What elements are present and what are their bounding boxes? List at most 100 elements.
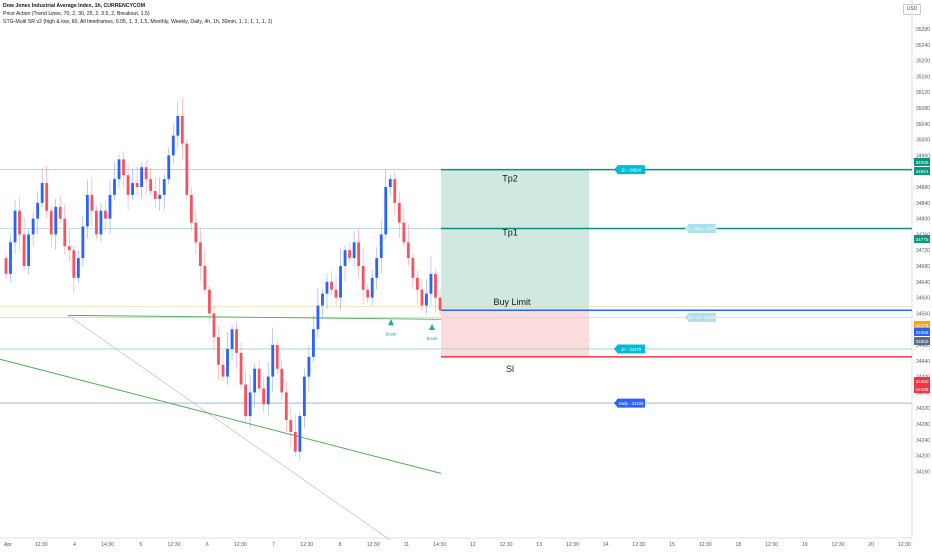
sr-tag-label: Daily - 34333 xyxy=(619,401,644,406)
x-tick-label: 20 xyxy=(868,542,874,548)
y-tick-label: 34200 xyxy=(916,454,930,460)
sr-tag-label: 1h - 34470 xyxy=(621,347,642,352)
y-tick-label: 35240 xyxy=(916,43,930,49)
candle-body xyxy=(176,115,180,136)
sr-tag: 1h - 1h - 34550 xyxy=(685,312,717,322)
take-profit-zone xyxy=(441,169,589,311)
candle-body xyxy=(425,293,428,306)
candle-body xyxy=(27,234,31,266)
candle-body xyxy=(217,337,220,365)
candle-body xyxy=(13,210,17,243)
y-tick-label: 34480 xyxy=(916,343,930,349)
x-tick-label: 18 xyxy=(736,542,742,548)
candle-body xyxy=(406,242,410,259)
candle-body xyxy=(4,258,8,274)
sr-tag-label: 1h - 34924 xyxy=(621,167,642,172)
sl-label: Sl xyxy=(506,364,514,374)
candle-body xyxy=(212,313,216,338)
candle-body xyxy=(388,179,392,187)
y-tick-label: 34960 xyxy=(916,153,930,159)
currency-button[interactable]: USD xyxy=(903,4,921,15)
candle-body xyxy=(31,218,35,235)
x-tick-label: 5 xyxy=(139,542,142,548)
x-tick-label: 12:30 xyxy=(500,542,513,548)
candle-body xyxy=(239,352,243,385)
price-label-text: 34450 xyxy=(916,379,929,384)
candle-body xyxy=(99,210,103,235)
candle-body xyxy=(117,159,121,180)
x-tick-label: 12:30 xyxy=(765,542,778,548)
y-tick-label: 34280 xyxy=(916,422,930,428)
y-tick-label: 34720 xyxy=(916,248,930,254)
candle-body xyxy=(180,115,184,144)
candle-body xyxy=(81,226,85,259)
x-tick-label: 12:30 xyxy=(300,542,313,548)
y-tick-label: 34680 xyxy=(916,264,930,270)
break-signal-arrow xyxy=(388,319,394,326)
candle-body xyxy=(361,266,365,290)
candle-body xyxy=(45,183,49,211)
sr-tag-label: 1h - 30m - 34775 xyxy=(686,226,719,231)
price-label-text: 34438 xyxy=(916,387,929,392)
x-tick-label: 12:30 xyxy=(566,542,579,548)
candle-body xyxy=(158,194,162,199)
candle-body xyxy=(189,194,193,223)
candle-body xyxy=(266,376,270,405)
price-label-box xyxy=(914,167,930,175)
candle-body xyxy=(104,210,107,219)
candle-body xyxy=(194,222,198,243)
x-tick-label: 12:30 xyxy=(168,542,181,548)
price-label-text: 34924 xyxy=(916,169,929,174)
price-label-box xyxy=(914,377,930,385)
x-tick-label: 7 xyxy=(272,542,275,548)
candle-body xyxy=(289,420,293,432)
sr-tag: 1h - 30m - 34775 xyxy=(685,223,719,233)
y-tick-label: 34840 xyxy=(916,201,930,207)
candle-body xyxy=(334,289,338,298)
y-tick-label: 34240 xyxy=(916,438,930,444)
y-tick-label: 34640 xyxy=(916,280,930,286)
sr-tag-box xyxy=(688,223,716,233)
candle-body xyxy=(384,187,388,235)
y-tick-label: 34560 xyxy=(916,311,930,317)
sr-tag-box xyxy=(688,312,716,322)
price-label-box xyxy=(914,337,930,345)
candle-body xyxy=(262,388,266,405)
candle-body xyxy=(411,258,415,278)
x-tick-label: 12:30 xyxy=(832,542,845,548)
candle-body xyxy=(108,194,112,219)
candle-body xyxy=(113,179,116,195)
entry-label: Buy Limit xyxy=(493,297,531,307)
candle-body xyxy=(253,368,257,393)
candle-body xyxy=(352,242,356,259)
sr-tag: Daily - 34333 xyxy=(614,398,645,408)
tp2-label: Tp2 xyxy=(502,174,518,184)
y-tick-label: 34320 xyxy=(916,406,930,412)
candle-body xyxy=(420,289,424,306)
x-tick-label: 14:30 xyxy=(101,542,114,548)
x-tick-label: 8 xyxy=(339,542,342,548)
candle-body xyxy=(244,384,248,417)
candle-body xyxy=(58,206,62,219)
y-tick-label: 34440 xyxy=(916,359,930,365)
break-signal-label: Break xyxy=(427,336,439,341)
x-tick-label: 12:30 xyxy=(35,542,48,548)
candle-body xyxy=(149,179,153,191)
candle-body xyxy=(76,258,80,278)
trendline xyxy=(67,314,442,320)
x-tick-label: 15 xyxy=(669,542,675,548)
candle-body xyxy=(271,345,275,377)
candle-body xyxy=(316,305,320,330)
x-tick-label: 12:30 xyxy=(898,542,911,548)
candle-body xyxy=(284,392,288,421)
candle-body xyxy=(257,368,261,389)
candle-body xyxy=(63,218,67,247)
candle-body xyxy=(397,202,401,223)
candle-body xyxy=(235,329,238,353)
candle-body xyxy=(438,297,442,311)
candle-body xyxy=(402,222,406,243)
candle-body xyxy=(153,190,157,199)
candle-body xyxy=(321,293,324,306)
